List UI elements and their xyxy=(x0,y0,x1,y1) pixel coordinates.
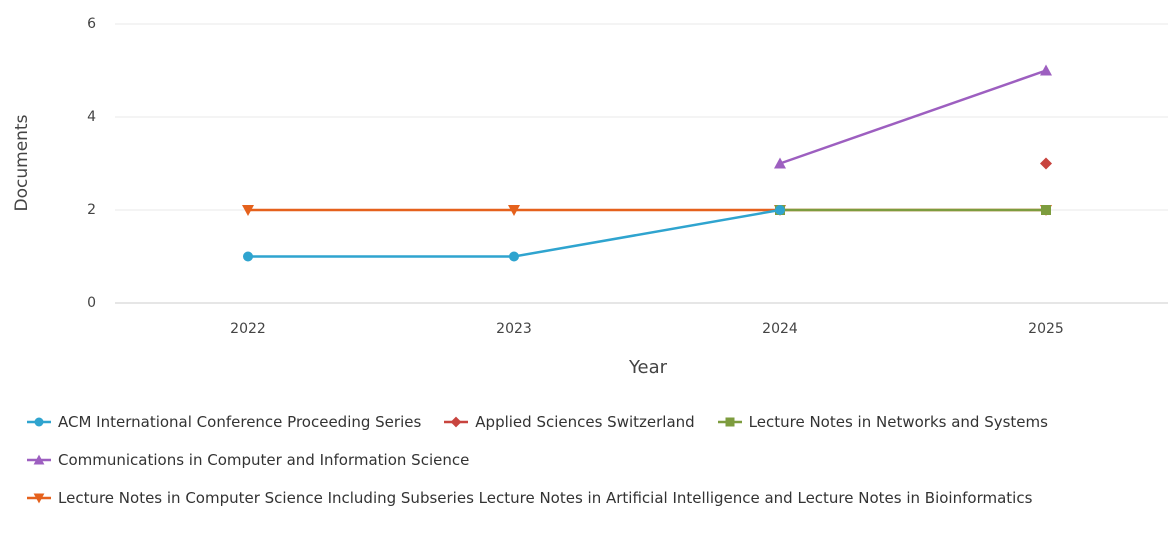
legend-label: Lecture Notes in Networks and Systems xyxy=(748,413,1048,431)
legend-symbol xyxy=(27,493,51,504)
x-tick-label: 2023 xyxy=(496,321,532,337)
marker xyxy=(450,416,462,428)
legend-item[interactable]: Applied Sciences Switzerland xyxy=(443,410,695,434)
legend-label: ACM International Conference Proceeding … xyxy=(58,413,422,431)
series-line xyxy=(248,208,781,258)
legend-label: Lecture Notes in Computer Science Includ… xyxy=(58,489,1033,507)
marker xyxy=(243,251,253,262)
marker xyxy=(242,205,254,216)
legend-label: Communications in Computer and Informati… xyxy=(58,451,470,469)
chart: Documents Year 0 2 4 6 2022 2023 2024 2025 xyxy=(12,16,1168,378)
series-line xyxy=(779,69,1047,165)
marker xyxy=(33,454,45,465)
legend-symbol xyxy=(27,454,51,465)
marker xyxy=(509,251,519,262)
x-tick-label: 2022 xyxy=(230,321,266,337)
y-tick-label: 6 xyxy=(87,16,96,32)
x-tick-label: 2024 xyxy=(762,321,798,337)
y-tick-label: 2 xyxy=(87,202,96,218)
legend-symbol xyxy=(717,417,742,427)
marker xyxy=(508,205,520,216)
marker xyxy=(774,157,786,169)
marker xyxy=(725,417,735,427)
legend-label: Applied Sciences Switzerland xyxy=(475,413,695,431)
legend-symbol xyxy=(444,416,469,428)
marker xyxy=(34,417,44,427)
legend: ACM International Conference Proceeding … xyxy=(26,410,1136,510)
x-axis-title: Year xyxy=(628,357,668,378)
legend-item[interactable]: Lecture Notes in Networks and Systems xyxy=(717,410,1048,434)
y-axis-title: Documents xyxy=(12,114,32,211)
y-tick-label: 0 xyxy=(87,295,96,311)
marker xyxy=(775,205,785,215)
marker xyxy=(1040,64,1052,76)
x-tick-label: 2025 xyxy=(1028,321,1064,337)
legend-symbol xyxy=(27,417,51,427)
marker xyxy=(1041,205,1051,215)
legend-item[interactable]: Communications in Computer and Informati… xyxy=(26,448,469,472)
legend-item[interactable]: Lecture Notes in Computer Science Includ… xyxy=(26,486,1032,510)
marker xyxy=(1040,157,1052,170)
y-tick-label: 4 xyxy=(87,109,96,125)
marker xyxy=(33,493,45,504)
legend-item[interactable]: ACM International Conference Proceeding … xyxy=(26,410,421,434)
